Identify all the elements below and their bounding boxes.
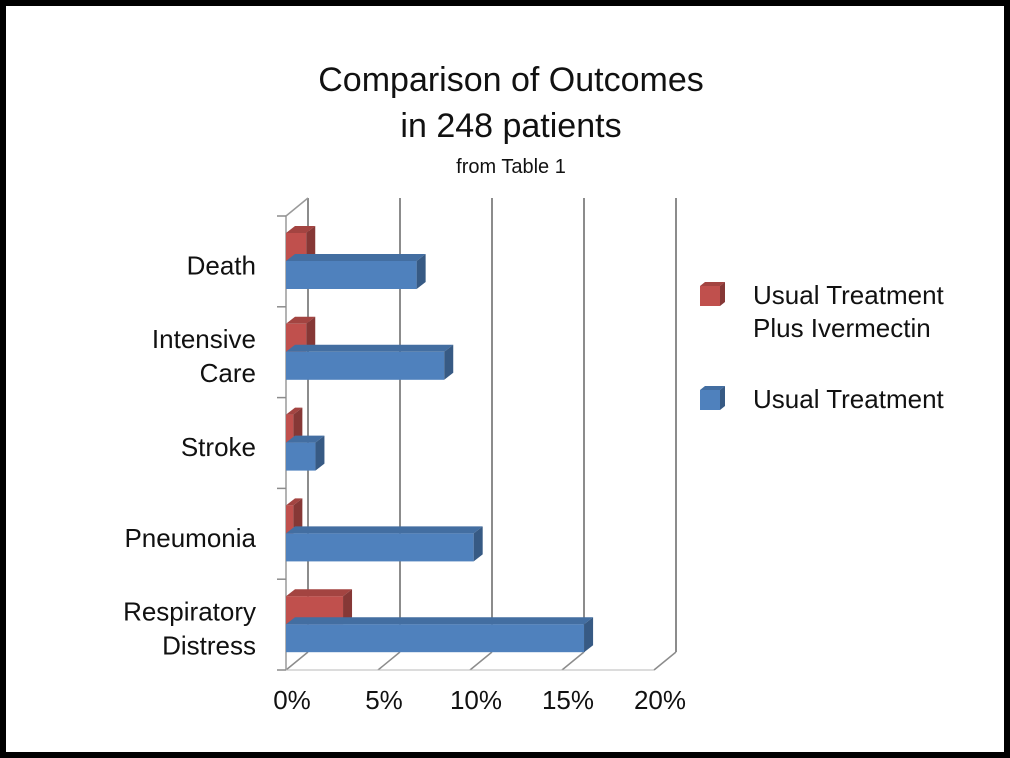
chart-title-line-2: in 248 patients — [400, 107, 622, 145]
legend-swatch-side — [720, 282, 725, 306]
bar-usual-treatment-top — [286, 526, 483, 534]
legend-swatch-side — [720, 386, 725, 410]
category-label: Death — [187, 250, 256, 280]
gridlines — [285, 198, 677, 671]
category-label: Respiratory — [123, 597, 256, 627]
bar-usual-treatment — [286, 435, 325, 471]
bar-ivermectin-top — [286, 498, 303, 506]
legend-label: Plus Ivermectin — [753, 313, 931, 343]
legend-swatch — [700, 286, 720, 306]
category-label: Intensive — [152, 324, 256, 354]
bar-ivermectin-top — [286, 407, 303, 415]
bar-ivermectin-side — [343, 589, 353, 625]
bar-usual-treatment-front — [286, 261, 417, 289]
bar-usual-treatment-front — [286, 533, 474, 562]
bar-usual-treatment — [286, 254, 426, 289]
category-label: Stroke — [181, 432, 256, 462]
bar-usual-treatment-front — [286, 624, 585, 653]
bar-ivermectin-front — [286, 505, 294, 534]
bar-usual-treatment — [286, 617, 594, 653]
bar-ivermectin-side — [293, 407, 303, 443]
bar-ivermectin-top — [286, 226, 316, 233]
category-labels: Death Intensive Care Stroke Pneumonia Respira… — [123, 250, 256, 660]
x-tick-label: 5% — [365, 685, 403, 715]
bar-ivermectin — [286, 407, 303, 443]
bar-ivermectin — [286, 498, 303, 534]
bar-ivermectin-side — [306, 226, 316, 261]
bar-usual-treatment — [286, 344, 454, 380]
bar-usual-treatment-side — [416, 254, 426, 289]
floor-gridline — [377, 651, 401, 671]
chart-title: Comparison of Outcomes — [318, 61, 704, 99]
floor-gridline — [561, 651, 585, 671]
x-tick-label: 10% — [450, 685, 502, 715]
x-tick-label: 0% — [273, 685, 311, 715]
floor-gridline — [285, 651, 309, 671]
legend-swatch — [700, 390, 720, 410]
axis-line-top — [285, 197, 309, 217]
bar-usual-treatment-front — [286, 351, 445, 380]
x-tick-label: 15% — [542, 685, 594, 715]
floor-gridline — [653, 651, 677, 671]
category-label: Pneumonia — [124, 523, 256, 553]
bar-usual-treatment-top — [286, 435, 325, 443]
category-label: Care — [200, 358, 256, 388]
legend-swatch-top — [700, 282, 725, 286]
bar-usual-treatment-top — [286, 254, 426, 261]
bar-usual-treatment-top — [286, 617, 594, 625]
bar-usual-treatment-top — [286, 344, 454, 352]
category-label: Distress — [162, 631, 256, 661]
floor-gridline — [469, 651, 493, 671]
bar-usual-treatment-side — [444, 344, 454, 380]
bar-usual-treatment-side — [315, 435, 325, 471]
x-axis-tick-labels: 0% 5% 10% 15% 20% — [273, 685, 686, 715]
bar-usual-treatment — [286, 526, 483, 562]
legend-label: Usual Treatment — [753, 384, 945, 414]
bar-usual-treatment-side — [473, 526, 483, 562]
x-tick-label: 20% — [634, 685, 686, 715]
chart-subtitle: from Table 1 — [456, 156, 566, 178]
bar-usual-treatment-side — [584, 617, 594, 653]
bar-ivermectin-top — [286, 589, 353, 597]
bar-usual-treatment-front — [286, 442, 316, 471]
legend-swatch-top — [700, 386, 725, 390]
bar-ivermectin-side — [293, 498, 303, 534]
bar-ivermectin-front — [286, 414, 294, 443]
bar-ivermectin-top — [286, 316, 316, 324]
bar-series — [286, 226, 594, 653]
bar-ivermectin-side — [306, 316, 316, 352]
legend-label: Usual Treatment — [753, 280, 945, 310]
